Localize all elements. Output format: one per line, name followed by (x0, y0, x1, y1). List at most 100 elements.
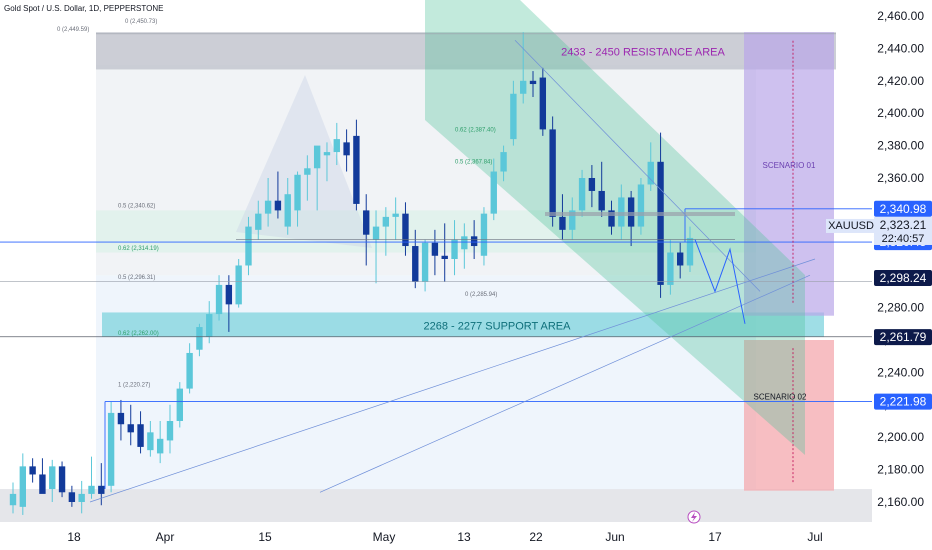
candle[interactable] (461, 223, 468, 269)
candle[interactable] (618, 184, 625, 240)
candle[interactable] (363, 194, 370, 266)
support-label: 2268 - 2277 SUPPORT AREA (424, 320, 572, 332)
candle-body (78, 493, 85, 502)
candle[interactable] (549, 116, 556, 227)
candle[interactable] (529, 71, 537, 97)
candle-body (29, 466, 36, 475)
scenario-01-box (744, 32, 834, 316)
candle[interactable] (147, 421, 154, 457)
candle[interactable] (294, 171, 301, 227)
candle[interactable] (402, 202, 409, 256)
lightning-icon[interactable] (687, 510, 701, 524)
candle[interactable] (284, 178, 291, 235)
candle[interactable] (29, 458, 36, 483)
candle[interactable] (323, 142, 331, 182)
candle[interactable] (490, 158, 497, 221)
candle[interactable] (117, 399, 125, 441)
candle[interactable] (559, 194, 566, 240)
candle[interactable] (176, 382, 183, 428)
candle[interactable] (127, 404, 134, 446)
candle[interactable] (225, 275, 233, 332)
candle[interactable] (235, 259, 242, 308)
candle[interactable] (333, 122, 340, 166)
candle-body (647, 161, 654, 185)
candle-body (98, 485, 105, 494)
candle[interactable] (245, 216, 252, 276)
candle[interactable] (343, 129, 350, 172)
price-label-bg (874, 200, 932, 217)
candle[interactable] (667, 239, 674, 295)
candle-body (529, 80, 537, 85)
candle[interactable] (372, 210, 380, 284)
candle-body (510, 93, 517, 140)
candle[interactable] (539, 67, 547, 136)
candle[interactable] (107, 401, 115, 493)
candle[interactable] (49, 459, 56, 502)
candle[interactable] (608, 200, 615, 235)
fib-label: 0.62 (2,262.00) (118, 331, 159, 337)
fib-right-label: 0 (2,285.94) (465, 292, 497, 298)
current-price: 2,323.21 (880, 218, 927, 232)
candle[interactable] (480, 207, 488, 266)
candle[interactable] (421, 239, 429, 292)
candle[interactable] (215, 275, 223, 321)
candle[interactable] (196, 323, 203, 357)
candle[interactable] (186, 343, 193, 394)
candle[interactable] (588, 165, 596, 208)
candle[interactable] (19, 453, 27, 515)
candle-body (19, 466, 27, 507)
y-tick-label: 2,360.00 (877, 171, 924, 185)
candle[interactable] (313, 145, 321, 211)
candle[interactable] (382, 207, 390, 256)
candle-body (461, 236, 468, 250)
candle[interactable] (441, 223, 448, 282)
candle-body (39, 474, 46, 494)
candle-body (206, 314, 213, 337)
candle[interactable] (451, 220, 458, 276)
candle[interactable] (686, 226, 694, 272)
candle-body (274, 200, 282, 211)
candle-body (402, 213, 409, 247)
candle[interactable] (392, 197, 399, 240)
candle[interactable] (156, 421, 164, 464)
candle[interactable] (78, 480, 85, 514)
candle[interactable] (206, 301, 213, 344)
candle-body (333, 139, 340, 153)
candle[interactable] (255, 200, 262, 240)
candle-body (353, 135, 360, 204)
candle[interactable] (304, 155, 311, 201)
candle[interactable] (68, 485, 76, 507)
candle[interactable] (637, 178, 645, 235)
fib-label: 0.5 (2,340.62) (118, 203, 155, 209)
candle[interactable] (353, 119, 360, 211)
candle[interactable] (520, 32, 527, 104)
candle[interactable] (510, 80, 517, 146)
price-label-bg (874, 393, 932, 410)
time-axis-bg (0, 526, 872, 550)
candle[interactable] (9, 482, 17, 514)
candle[interactable] (39, 458, 46, 494)
candle[interactable] (647, 142, 654, 191)
candle-body (667, 252, 674, 285)
candle[interactable] (264, 178, 272, 227)
candle-body (255, 213, 262, 230)
candle[interactable] (598, 161, 605, 217)
candle[interactable] (431, 229, 439, 276)
candle[interactable] (676, 242, 684, 279)
candle[interactable] (166, 404, 174, 454)
candle[interactable] (500, 145, 507, 182)
candle[interactable] (58, 461, 66, 498)
candle-body (598, 190, 605, 211)
candle-body (264, 200, 272, 214)
candle[interactable] (569, 197, 576, 240)
candle-body (68, 492, 76, 502)
candle[interactable] (578, 169, 586, 217)
candle-body (608, 210, 615, 227)
gray-bar (545, 212, 735, 217)
candle[interactable] (274, 171, 282, 219)
candle[interactable] (88, 456, 95, 499)
projection-path (694, 239, 746, 324)
candle[interactable] (137, 411, 144, 454)
